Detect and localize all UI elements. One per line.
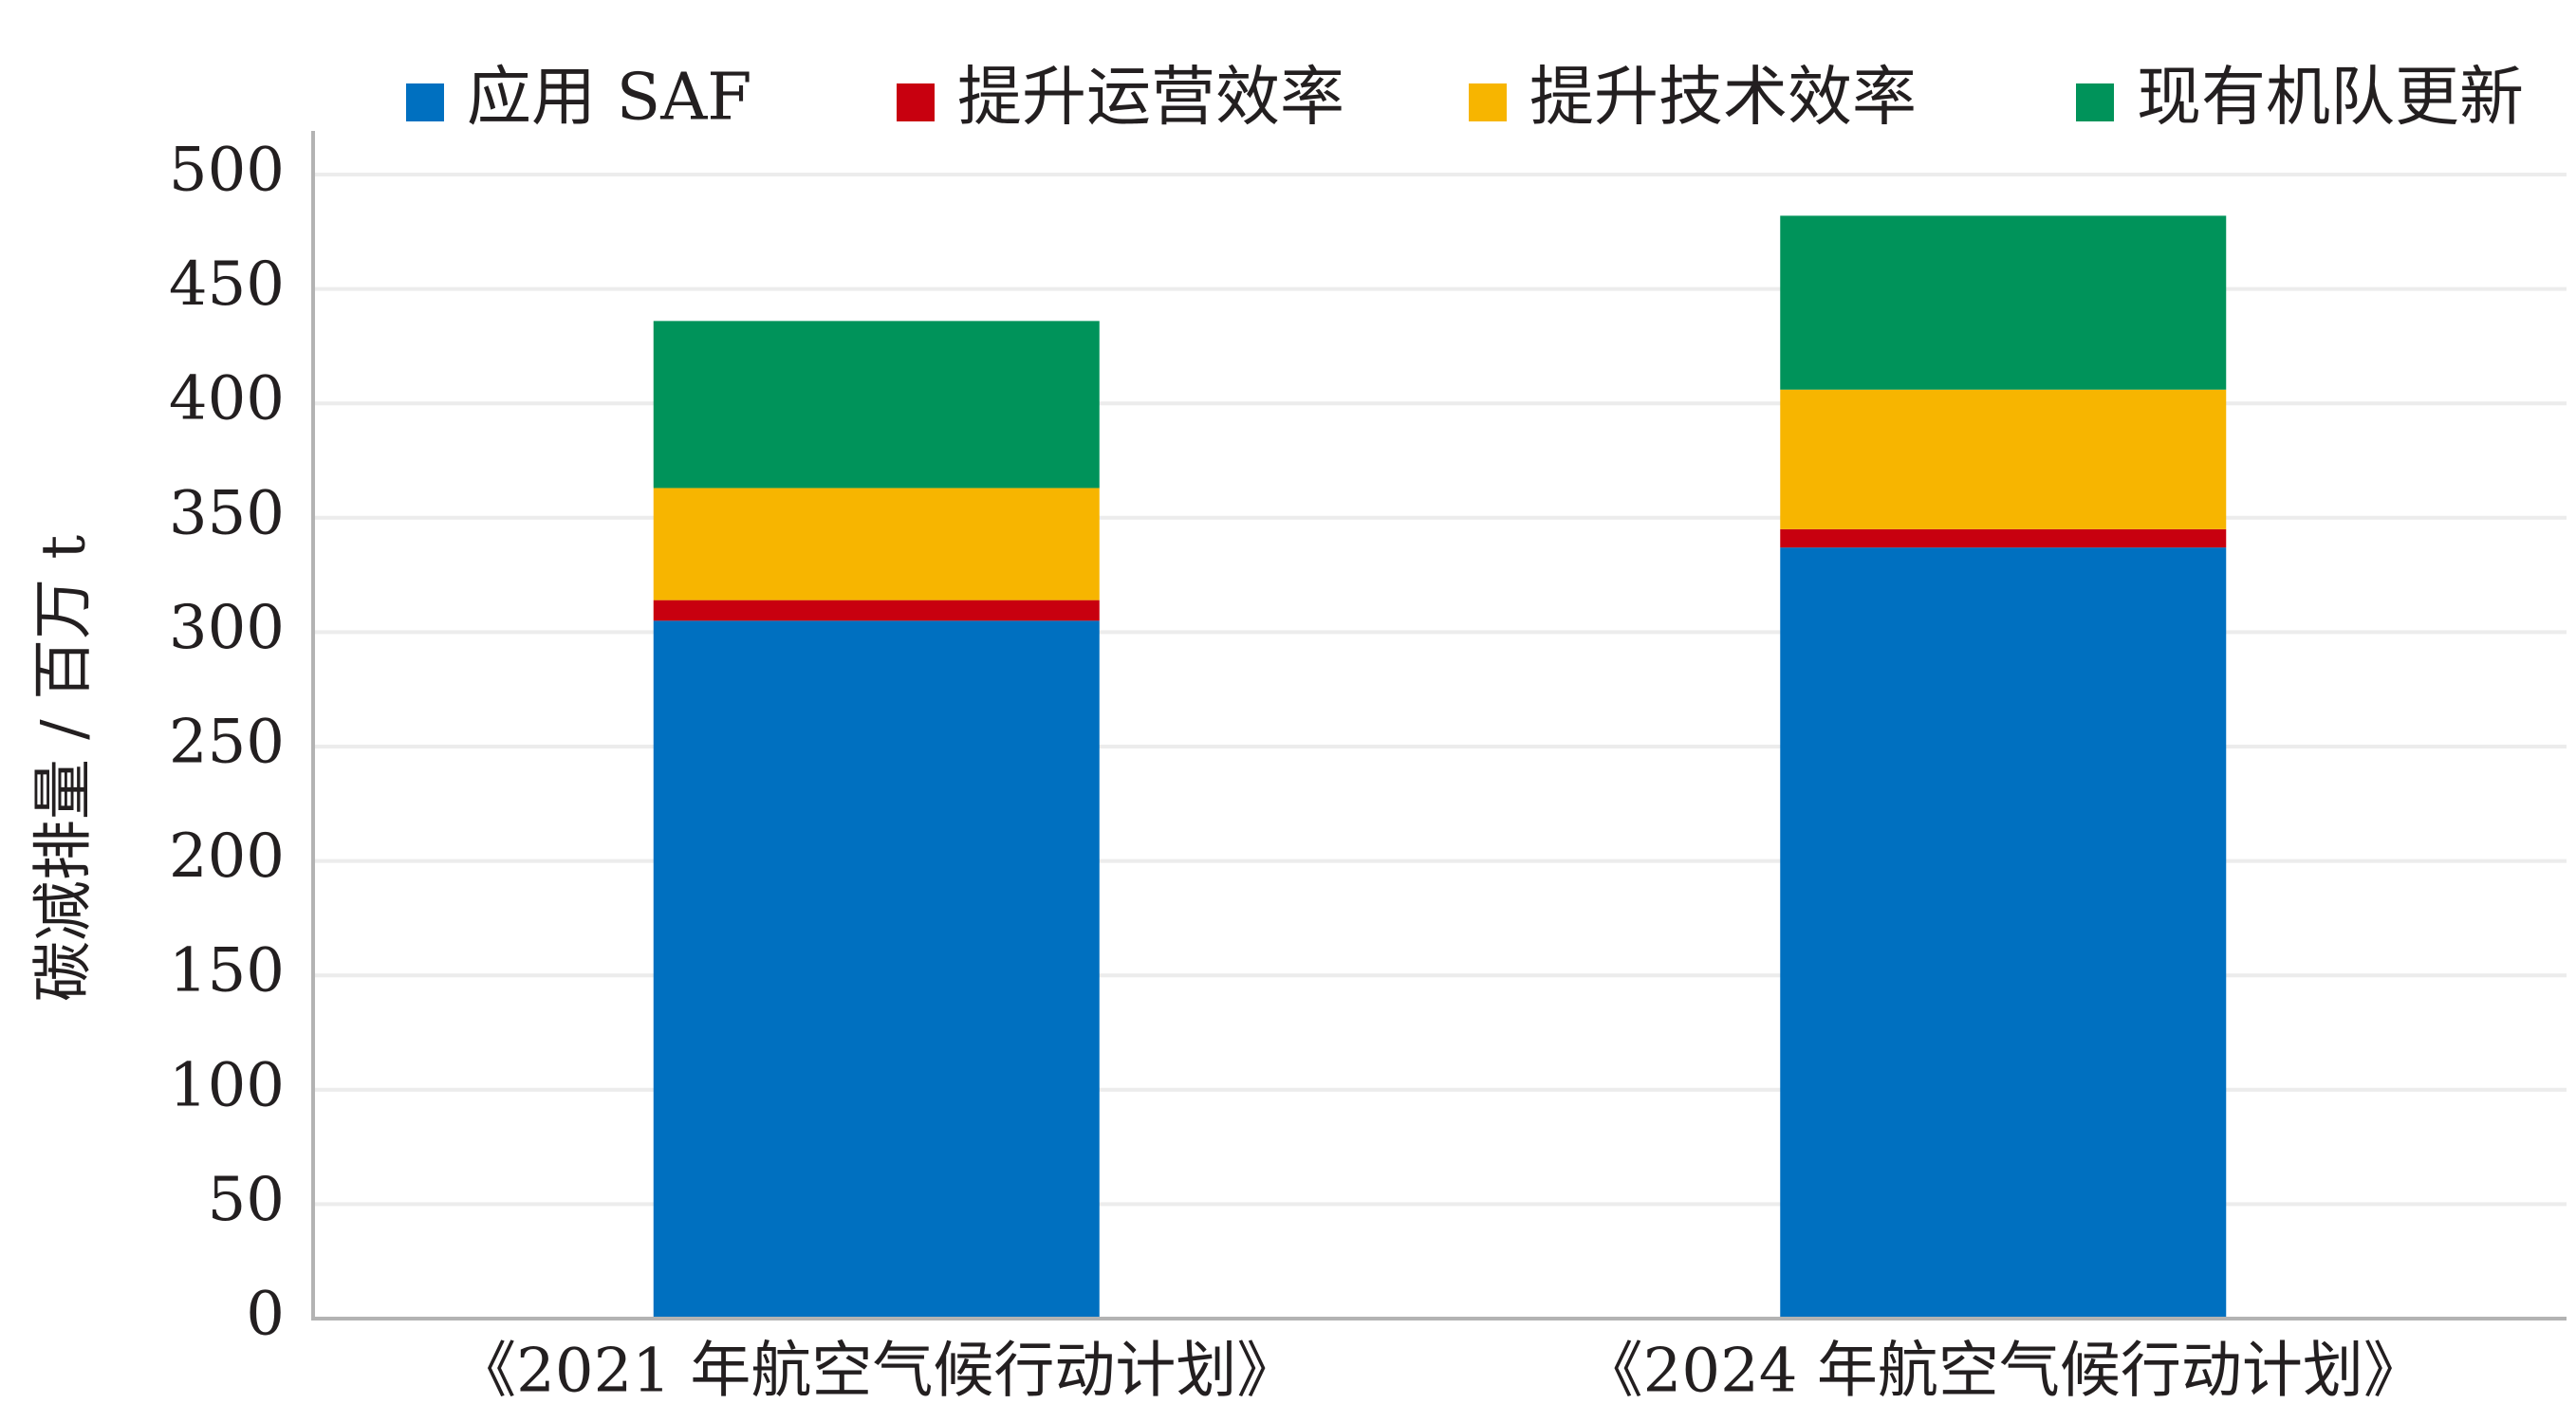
legend-item: 提升运营效率 xyxy=(897,61,1344,136)
legend: 应用 SAF 提升运营效率 提升技术效率 现有机队更新 xyxy=(406,61,2524,136)
legend-swatch xyxy=(897,83,935,121)
bar-segment-3-cat-1 xyxy=(653,488,1100,600)
legend-swatch xyxy=(1469,83,1507,121)
y-tick-label: 250 xyxy=(169,708,285,778)
y-tick-label: 100 xyxy=(169,1050,285,1120)
y-tick-label: 350 xyxy=(169,478,285,548)
bar-segment-1-cat-2 xyxy=(1780,547,2227,1319)
legend-swatch xyxy=(2076,83,2114,121)
x-category-labels: 《2021 年航空气候行动计划》 《2024 年航空气候行动计划》 xyxy=(455,1337,2424,1407)
y-tick-labels: 0 50 100 150 200 250 300 350 400 450 500 xyxy=(169,136,285,1350)
bar-segment-2-cat-1 xyxy=(653,600,1100,621)
legend-label: 提升运营效率 xyxy=(957,61,1344,136)
y-tick-label: 200 xyxy=(169,822,285,892)
x-category-label: 《2024 年航空气候行动计划》 xyxy=(1583,1337,2424,1407)
bar-segment-4-cat-1 xyxy=(653,321,1100,489)
y-axis-title: 碳减排量 / 百万 t xyxy=(29,535,100,1003)
y-tick-label: 50 xyxy=(208,1165,285,1235)
x-category-label: 《2021 年航空气候行动计划》 xyxy=(455,1337,1297,1407)
y-tick-label: 300 xyxy=(169,593,285,663)
gridlines xyxy=(313,173,2567,1207)
bars xyxy=(653,215,2227,1319)
y-tick-label: 0 xyxy=(246,1280,285,1350)
legend-label: 现有机队更新 xyxy=(2137,61,2524,136)
y-tick-label: 400 xyxy=(169,364,285,434)
y-tick-label: 450 xyxy=(169,249,285,320)
legend-label: 提升技术效率 xyxy=(1529,61,1917,136)
legend-swatch xyxy=(406,83,444,121)
bar-segment-2-cat-2 xyxy=(1780,528,2227,548)
y-tick-label: 500 xyxy=(169,136,285,206)
legend-item: 提升技术效率 xyxy=(1469,61,1917,136)
axes xyxy=(311,131,2567,1320)
bar-segment-4-cat-2 xyxy=(1780,215,2227,390)
legend-label: 应用 SAF xyxy=(467,61,752,136)
bar-segment-1-cat-1 xyxy=(653,620,1100,1319)
bar-segment-3-cat-2 xyxy=(1780,389,2227,529)
y-tick-label: 150 xyxy=(169,936,285,1006)
legend-item: 现有机队更新 xyxy=(2076,61,2524,136)
legend-item: 应用 SAF xyxy=(406,61,752,136)
